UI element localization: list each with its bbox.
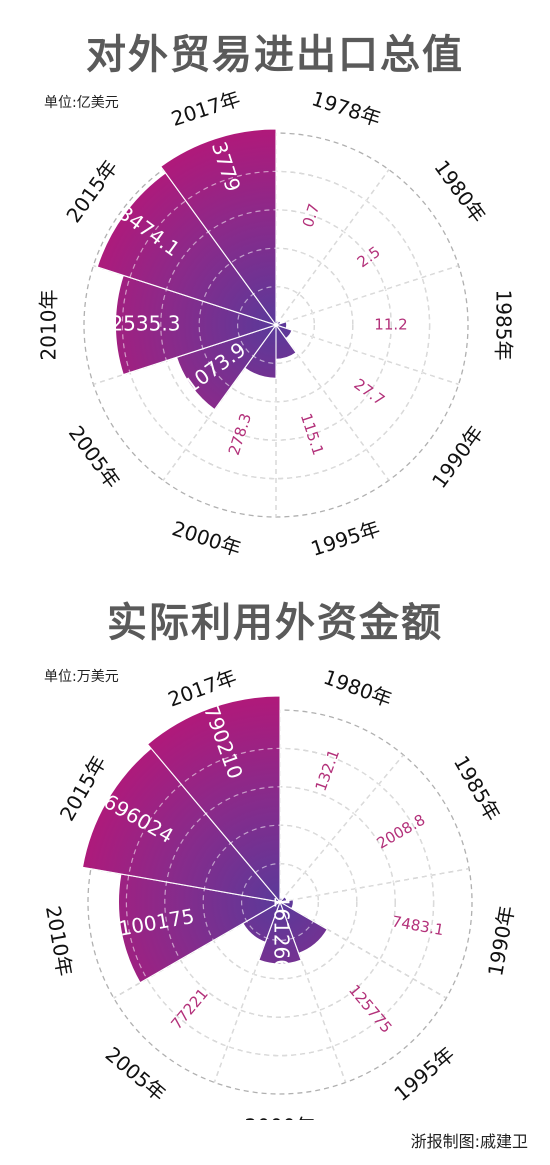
- bar-8: [96, 172, 278, 326]
- value-label-0: 132.1: [312, 747, 344, 794]
- category-label-5: 2000年: [169, 516, 244, 561]
- category-label-4: 1995年: [308, 516, 383, 561]
- category-label-0: 1978年: [309, 86, 384, 131]
- category-label-2: 1990年: [483, 904, 519, 978]
- value-label-5: 77221: [167, 985, 211, 1033]
- category-label-7: 2010年: [37, 290, 61, 361]
- value-label-2: 7483.1: [391, 912, 446, 939]
- credit: 浙报制图:戚建卫: [410, 1132, 528, 1151]
- bar-6: [118, 873, 282, 984]
- chart1-unit: 单位:亿美元: [44, 95, 119, 111]
- bar-8: [146, 695, 281, 904]
- chart2-unit: 单位:万美元: [44, 669, 119, 685]
- bar-7: [114, 274, 278, 376]
- value-label-3: 27.7: [351, 375, 389, 409]
- value-label-1: 2.5: [354, 243, 384, 272]
- category-label-0: 1980年: [320, 665, 395, 712]
- value-label-1: 2008.8: [374, 811, 428, 853]
- value-label-4: 115.1: [297, 411, 327, 457]
- bar-7: [81, 747, 282, 903]
- value-label-0: 0.7: [299, 201, 323, 229]
- value-label-7: 2535.3: [110, 312, 180, 336]
- category-label-6: 2010年: [41, 904, 77, 978]
- value-label-4: 161266: [270, 896, 294, 972]
- bar-9: [160, 128, 277, 327]
- chart1-title: 对外贸易进出口总值: [86, 32, 464, 78]
- value-label-5: 278.3: [225, 411, 255, 457]
- category-label-2: 1985年: [492, 290, 516, 361]
- category-label-8: 2015年: [61, 156, 122, 227]
- value-label-3: 125775: [345, 981, 396, 1036]
- category-label-1: 1985年: [449, 752, 505, 825]
- category-label-9: 2017年: [168, 86, 243, 131]
- category-label-4: 2000年: [245, 1115, 316, 1121]
- value-label-2: 11.2: [374, 316, 407, 334]
- chart2-polar-bar: 1980年1985年1990年1995年2000年2005年2010年2015年…: [41, 665, 519, 1121]
- chart2-title: 实际利用外资金额: [107, 600, 443, 646]
- chart1-polar-bar: 1978年1980年1985年1990年1995年2000年2005年2010年…: [37, 86, 516, 561]
- category-label-5: 2005年: [101, 1042, 171, 1106]
- category-label-1: 1980年: [430, 156, 491, 227]
